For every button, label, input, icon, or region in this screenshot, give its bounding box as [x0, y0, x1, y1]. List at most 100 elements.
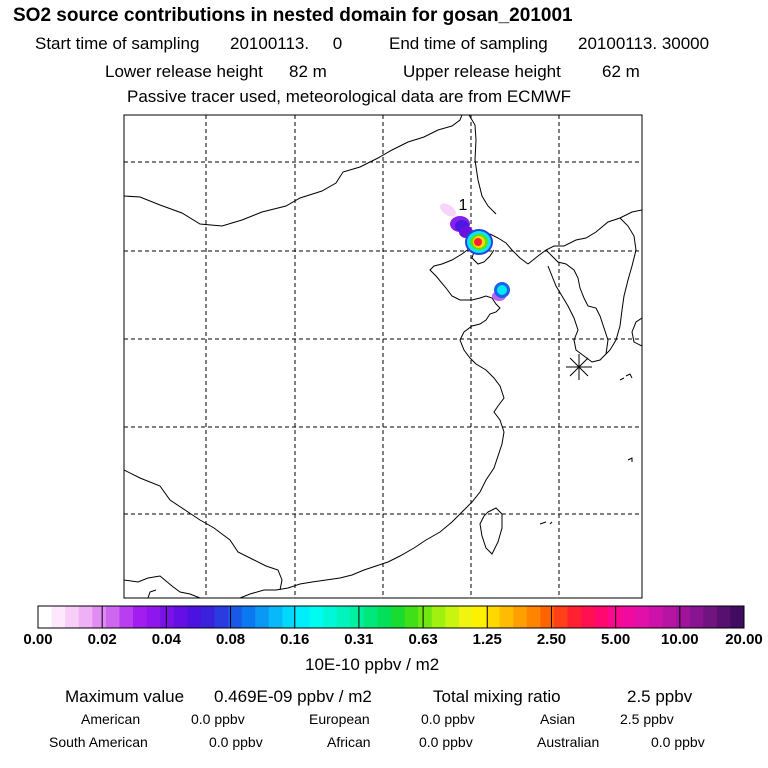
region-value-european: 0.0 ppbv: [421, 711, 475, 727]
colorbar-cell: [268, 606, 283, 628]
colorbar-cell: [38, 606, 52, 628]
colorbar-tick-label: 2.50: [536, 631, 567, 648]
graticule: [124, 115, 642, 598]
korea-coast: [545, 249, 609, 363]
colorbar-cell: [51, 606, 66, 628]
colorbar-cell: [133, 606, 148, 628]
region-value-australian: 0.0 ppbv: [651, 734, 705, 750]
colorbar-cell: [662, 606, 677, 628]
colorbar-cell: [567, 606, 582, 628]
colorbar-cell: [350, 606, 365, 628]
colorbar-cells: [38, 606, 745, 628]
colorbar-cell: [200, 606, 215, 628]
colorbar-cell: [228, 606, 243, 628]
russia-china-border: [468, 115, 497, 215]
colorbar-cell: [323, 606, 338, 628]
colorbar-tick-label: 0.00: [23, 631, 53, 648]
region-name-australian: Australian: [537, 734, 600, 750]
colorbar-cell: [404, 606, 419, 628]
colorbar-tick-label: 10.00: [661, 631, 699, 648]
colorbar-cell: [431, 606, 446, 628]
start-time-value-text: 20100113. 0: [230, 34, 343, 53]
colorbar-cell: [513, 606, 528, 628]
islands-south: [147, 589, 157, 598]
colorbar-cell: [581, 606, 596, 628]
lower-height-label: Lower release height: [105, 62, 263, 81]
tracer-note: Passive tracer used, meteorological data…: [127, 87, 572, 106]
colorbar-cell: [295, 606, 310, 628]
region-name-american: American: [81, 711, 141, 727]
start-time-value: 20100113. 0: [230, 34, 342, 54]
colorbar-cell: [621, 606, 636, 628]
colorbar-cell: [594, 606, 609, 628]
upper-height-value: 62 m: [602, 62, 640, 81]
islands-east: [539, 373, 633, 525]
region-value-south-american: 0.0 ppbv: [209, 734, 263, 750]
colorbar-cell: [363, 606, 378, 628]
region-value-american: 0.0 ppbv: [191, 711, 245, 727]
colorbar-cell: [635, 606, 650, 628]
colorbar-cell: [391, 606, 405, 628]
total-label: Total mixing ratio: [433, 687, 561, 706]
colorbar-tick-label: 0.04: [151, 631, 181, 648]
colorbar-cell: [255, 606, 270, 628]
colorbar-cell: [418, 606, 433, 628]
region-name-european: European: [309, 711, 370, 727]
colorbar-cell: [241, 606, 256, 628]
colorbar-cell: [540, 606, 555, 628]
lower-height-value: 82 m: [289, 62, 327, 81]
colorbar-tick-label: 0.08: [215, 631, 246, 648]
colorbar-cell: [499, 606, 514, 628]
mongolia-border: [124, 115, 463, 227]
bohai-coast: [239, 233, 529, 598]
colorbar-tick-label: 0.31: [344, 631, 374, 648]
taiwan: [479, 507, 503, 555]
colorbar-tick-label: 0.02: [87, 631, 117, 648]
colorbar-cell: [92, 606, 107, 628]
colorbar-ticks: [101, 606, 681, 628]
china-interior-boundaries: [124, 469, 283, 591]
colorbar-cell: [676, 606, 691, 628]
map-title: SO2 source contributions in nested domai…: [13, 5, 573, 26]
colorbar-cell: [309, 606, 324, 628]
colorbar-unit: 10E-10 ppbv / m2: [305, 655, 440, 674]
northeast-china-korea-border: [527, 209, 642, 265]
colorbar-tick-label: 20.00: [725, 631, 763, 648]
colorbar-cell: [730, 606, 745, 628]
colorbar-cell: [282, 606, 297, 628]
colorbar-cell: [78, 606, 93, 628]
colorbar-cell: [445, 606, 460, 628]
colorbar-cell: [119, 606, 134, 628]
colorbar-cell: [187, 606, 202, 628]
colorbar-tick-label: 0.16: [280, 631, 310, 648]
colorbar-cell: [458, 606, 473, 628]
colorbar-cell: [472, 606, 487, 628]
max-value: 0.469E-09 ppbv / m2: [214, 687, 372, 706]
map-frame: [123, 114, 643, 599]
colorbar-cell: [336, 606, 351, 628]
colorbar-cell: [105, 606, 120, 628]
region-value-african: 0.0 ppbv: [419, 734, 473, 750]
colorbar-cell: [716, 606, 731, 628]
upper-height-label: Upper release height: [403, 62, 561, 81]
colorbar-cell: [377, 606, 392, 628]
colorbar-cell: [160, 606, 175, 628]
colorbar-cell: [648, 606, 663, 628]
colorbar-cell: [553, 606, 568, 628]
colorbar-cell: [65, 606, 80, 628]
region-name-south-american: South American: [49, 734, 148, 750]
total-value: 2.5 ppbv: [627, 687, 693, 706]
southwest-boundary: [124, 575, 201, 598]
colorbar-cell: [214, 606, 229, 628]
max-label: Maximum value: [65, 687, 185, 706]
receptor-star-icon: [566, 354, 592, 380]
colorbar-tick-label: 1.25: [472, 631, 502, 648]
end-time-value: 20100113. 30000: [578, 34, 710, 53]
region-value-asian: 2.5 ppbv: [620, 711, 674, 727]
colorbar-cell: [703, 606, 718, 628]
korea-east-coast: [605, 217, 637, 355]
region-name-asian: Asian: [540, 711, 576, 727]
start-time-label: Start time of sampling: [35, 34, 200, 53]
colorbar-tick-label: 0.63: [408, 631, 438, 648]
